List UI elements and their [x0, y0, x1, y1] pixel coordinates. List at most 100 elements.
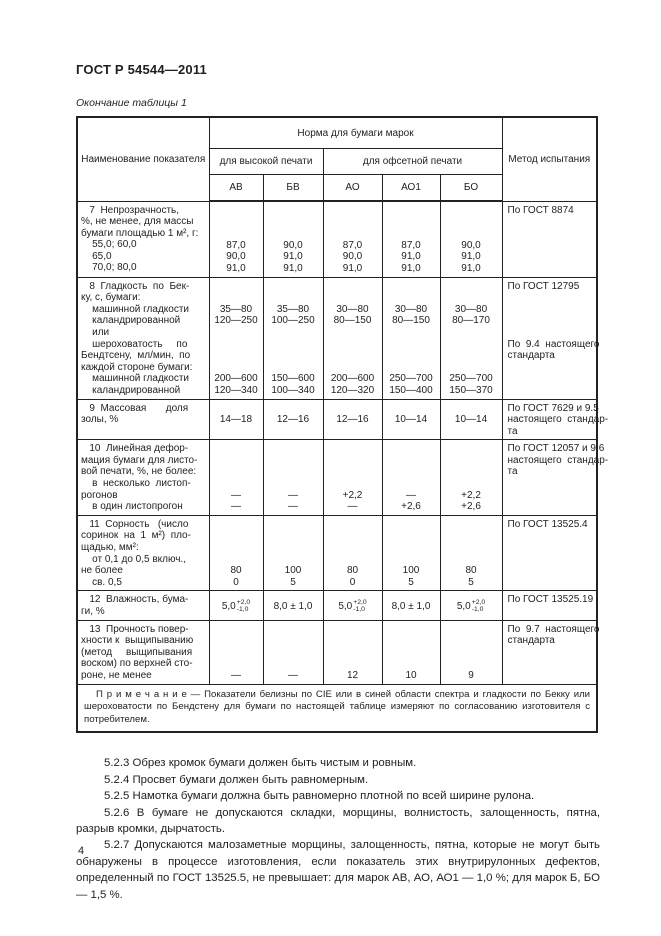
value-cell: 8,0 ± 1,0: [381, 590, 441, 621]
text-line: +2,6: [461, 501, 481, 513]
text-line: [385, 624, 438, 636]
method-cell: По ГОСТ 8874: [501, 200, 598, 278]
text-line: бумаги площадью 1 м², г:: [81, 227, 199, 239]
value-cell: 10: [381, 619, 441, 685]
value-cell: 80 0: [322, 514, 383, 592]
text-line: [212, 217, 261, 229]
text-line: [266, 281, 321, 293]
text-line: [385, 466, 438, 478]
text-line: рогонов: [81, 489, 118, 501]
text-line: 91,0: [283, 262, 303, 274]
text-line: 65,0: [81, 250, 112, 262]
text-line: 91,0: [461, 262, 481, 274]
text-line: [266, 554, 321, 566]
text-line: 91,0: [401, 262, 421, 274]
text-line: [212, 339, 261, 351]
text-line: [443, 519, 500, 531]
page-number: 4: [78, 845, 85, 857]
row-name-cell: 7 Непрозрачность,%, не менее, для массы б…: [76, 200, 210, 278]
text-line: ги, %: [81, 606, 105, 617]
text-line: [385, 519, 438, 531]
table-row: 12 Влажность, бума-ги, % 5,0 +2,0 -1,0 8,0 ±…: [76, 590, 598, 621]
text-line: (метод выщипывания: [81, 646, 193, 658]
table-row: 8 Гладкость по Бек-ку, с, бумаги: машинн…: [76, 276, 600, 400]
text-line: [385, 455, 438, 467]
text-line: [326, 542, 380, 554]
method-cell: По ГОСТ 13525.4: [501, 514, 598, 592]
text-line: [326, 292, 380, 304]
method-cell: По ГОСТ 12795 По 9.4 настоящего стандарта: [501, 276, 600, 400]
text-line: та: [507, 466, 518, 478]
tolerance-base: 5,0: [338, 600, 353, 612]
text-line: [266, 478, 321, 490]
text-line: [385, 292, 438, 304]
text-line: [326, 466, 380, 478]
text-line: 35—80: [276, 303, 310, 315]
table-row: 7 Непрозрачность,%, не менее, для массы б…: [76, 200, 598, 278]
text-line: 150—370: [449, 384, 493, 396]
text-line: [326, 339, 380, 351]
paragraph: 5.2.7 Допускаются малозаметные морщины, …: [76, 839, 600, 901]
text-line: 250—700: [389, 373, 433, 385]
text-line: [266, 635, 321, 647]
text-line: [508, 315, 594, 327]
text-line: [212, 554, 261, 566]
text-line: 13 Прочность повер-: [81, 623, 189, 635]
paragraphs-block: 5.2.3 Обрез кромок бумаги должен быть чи…: [76, 755, 600, 903]
text-line: [212, 443, 261, 455]
text-line: [385, 443, 438, 455]
text-line: 100: [284, 565, 302, 577]
text-line: 80—170: [452, 315, 490, 327]
method-cell: По 9.7 настоящего стандарта: [501, 619, 600, 685]
text-line: —: [231, 501, 241, 513]
text-line: [326, 635, 380, 647]
header-mark-av: АВ: [208, 174, 264, 202]
value-text: 8,0 ± 1,0: [273, 600, 313, 612]
row-name-cell: 11 Сорность (число соринок на 1 м²) пло-щ…: [76, 514, 210, 592]
text-line: [443, 554, 500, 566]
row-name-cell: 10 Линейная дефор-мация бумаги для листо…: [76, 439, 210, 516]
text-line: [212, 624, 261, 636]
text-line: [212, 519, 261, 531]
header-mark-ao: АО: [322, 174, 383, 202]
text-line: [212, 228, 261, 240]
value-cell: 14—18: [208, 398, 264, 441]
text-line: вой печати, %, не более:: [81, 466, 197, 478]
text-line: [266, 530, 321, 542]
text-line: [212, 281, 261, 293]
text-line: —: [231, 669, 241, 681]
paragraph: 5.2.4 Просвет бумаги должен быть равноме…: [104, 773, 369, 786]
text-line: воском) по верхней сто-: [81, 658, 193, 670]
table-row: 13 Прочность повер-хности к выщипыванию(…: [76, 619, 600, 685]
text-line: [326, 443, 380, 455]
value-cell: 10—14: [381, 398, 441, 441]
text-line: [266, 228, 321, 240]
text-line: [385, 530, 438, 542]
text-line: каландрированной: [81, 384, 181, 396]
text-line: шероховатость по: [81, 338, 188, 350]
method-cell: По ГОСТ 7629 и 9.5 настоящего стандар-та: [501, 398, 608, 441]
value-cell: +2,2 +2,6: [439, 439, 503, 516]
text-line: [443, 466, 500, 478]
tolerance-sup: +2,0: [236, 599, 251, 606]
value-cell: —: [208, 619, 264, 685]
text-line: 80—150: [333, 315, 372, 327]
text-line: По 9.7 настоящего: [507, 623, 600, 635]
text-line: [443, 647, 500, 659]
text-line: 90,0: [342, 251, 363, 263]
text-line: [266, 455, 321, 467]
text-line: [212, 205, 261, 217]
document-code: ГОСТ Р 54544—2011: [76, 62, 207, 77]
text-line: [385, 205, 438, 217]
text-line: [326, 478, 380, 490]
text-line: [443, 362, 500, 374]
value-cell: 12: [322, 619, 383, 685]
text-line: [385, 339, 438, 351]
header-group-offset: для офсетной печати: [322, 148, 503, 175]
tolerance-value: 5,0 +2,0 -1,0: [457, 599, 485, 613]
tolerance-value: 5,0 +2,0 -1,0: [222, 599, 250, 613]
text-line: [326, 217, 380, 229]
text-line: [326, 327, 380, 339]
text-line: [326, 205, 380, 217]
